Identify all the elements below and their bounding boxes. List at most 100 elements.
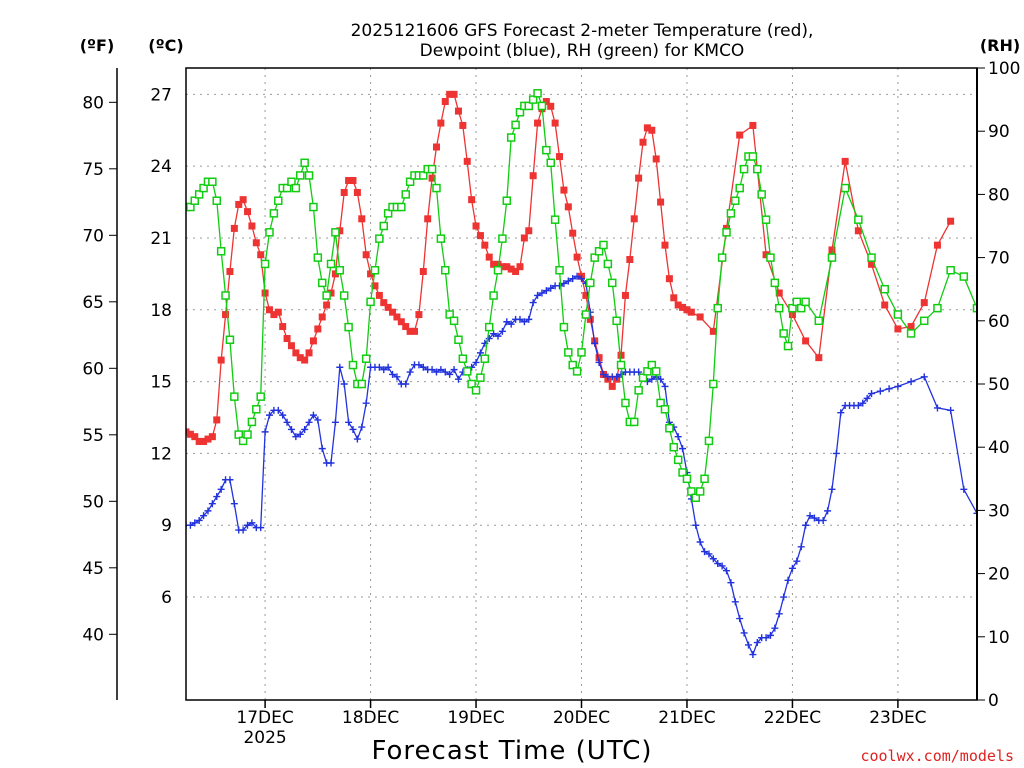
- dewpoint-point: [279, 411, 287, 419]
- rh-point: [660, 405, 670, 414]
- temperature-point: [200, 437, 208, 445]
- dewpoint-point: [595, 358, 603, 366]
- rh-point: [326, 259, 336, 269]
- temperature-point: [525, 227, 533, 235]
- dewpoint-point: [534, 291, 542, 299]
- temperature-point: [652, 155, 660, 163]
- dewpoint-point: [217, 485, 225, 493]
- temperature-point: [437, 119, 445, 127]
- rh-point: [247, 417, 257, 427]
- dewpoint-point: [771, 624, 779, 632]
- dewpoint-point: [402, 380, 410, 388]
- temperature-point: [415, 311, 423, 319]
- rh-point: [432, 183, 441, 193]
- dewpoint-point: [498, 327, 506, 335]
- temperature-point: [485, 253, 493, 261]
- temperature-point: [709, 327, 717, 335]
- rh-tick-label: 10: [988, 628, 1010, 648]
- rh-point: [331, 228, 340, 237]
- rh-point: [375, 234, 384, 243]
- rh-point: [533, 89, 542, 98]
- fahrenheit-tick-label: 75: [82, 160, 104, 180]
- temperature-point: [331, 270, 339, 278]
- temperature-point: [432, 143, 440, 151]
- temperature-point: [661, 241, 669, 249]
- date-tick-label: 20DEC: [553, 708, 610, 728]
- dewpoint-point: [380, 366, 388, 374]
- rh-point: [748, 152, 758, 161]
- rh-point: [906, 329, 916, 338]
- rh-point: [586, 278, 595, 288]
- dewpoint-point: [780, 593, 788, 601]
- celsius-unit-label: (ºC): [148, 36, 183, 55]
- dewpoint-point: [727, 579, 735, 587]
- dewpoint-point: [441, 368, 449, 376]
- dewpoint-point: [503, 318, 511, 326]
- date-tick-label: 17DEC: [236, 708, 293, 728]
- gridlines: [186, 68, 977, 700]
- dewpoint-point: [569, 275, 577, 283]
- date-tick-label: 21DEC: [658, 708, 715, 728]
- rh-point: [770, 278, 780, 288]
- dewpoint-point: [318, 445, 326, 453]
- dewpoint-point: [389, 370, 397, 378]
- dewpoint-point: [749, 651, 757, 659]
- temperature-point: [204, 435, 212, 443]
- dewpoint-point: [292, 433, 300, 441]
- series-layer: [186, 89, 977, 659]
- rh-point: [379, 221, 388, 231]
- rh-point: [269, 209, 279, 218]
- rh-point: [515, 107, 525, 117]
- temperature-point: [626, 256, 634, 264]
- rh-point: [880, 284, 889, 294]
- celsius-tick-label: 6: [161, 588, 172, 608]
- rh-point: [555, 265, 564, 275]
- dewpoint-point: [859, 399, 867, 407]
- dewpoint-point: [793, 557, 801, 565]
- dewpoint-point: [340, 380, 348, 388]
- temperature-point: [358, 215, 366, 223]
- dewpoint-point: [261, 428, 269, 436]
- rh-point: [397, 202, 406, 212]
- rh-point: [484, 322, 494, 332]
- dewpoint-point: [195, 516, 203, 524]
- rh-point: [643, 367, 652, 376]
- temperature-point: [208, 433, 216, 441]
- dewpoint-point: [731, 598, 739, 606]
- temperature-point: [222, 311, 230, 319]
- rh-point: [287, 177, 296, 187]
- dewpoint-point: [560, 279, 568, 287]
- temperature-point: [595, 354, 603, 362]
- rh-point: [383, 209, 393, 218]
- temperature-point: [657, 198, 665, 206]
- dewpoint-point: [920, 373, 928, 381]
- rh-point: [234, 430, 243, 439]
- dewpoint-point: [705, 550, 713, 558]
- fahrenheit-tick-label: 40: [82, 625, 104, 645]
- dewpoint-point: [907, 378, 915, 386]
- dewpoint-point: [828, 485, 836, 493]
- temperature-point: [371, 282, 379, 290]
- temperature-point: [468, 196, 476, 204]
- dewpoint-point: [863, 394, 871, 402]
- rh-point: [920, 316, 929, 326]
- dewpoint-point: [723, 567, 731, 575]
- rh-point: [339, 291, 349, 300]
- temperature-point: [564, 203, 572, 211]
- rh-point: [546, 158, 555, 168]
- dewpoint-point: [661, 382, 669, 390]
- temperature-point: [283, 335, 291, 343]
- rh-point: [840, 183, 850, 193]
- rh-point: [238, 436, 248, 446]
- rh-point: [761, 215, 771, 224]
- rh-point: [796, 303, 806, 313]
- dewpoint-point: [490, 330, 498, 338]
- rh-point: [779, 329, 788, 338]
- rh-point: [616, 360, 626, 370]
- temperature-point: [560, 186, 568, 194]
- dewpoint-point: [213, 493, 221, 501]
- dewpoint-point: [257, 524, 265, 532]
- temperature-point: [314, 325, 322, 333]
- temperature-point: [696, 313, 704, 321]
